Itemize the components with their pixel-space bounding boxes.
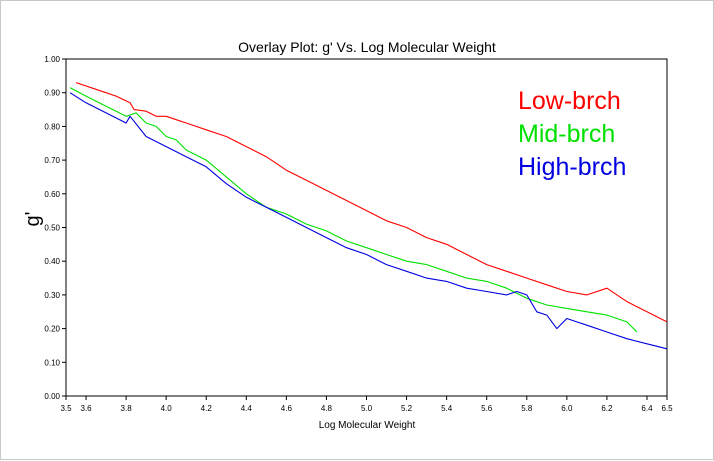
y-tick-label: 0.70 <box>44 156 60 165</box>
y-axis-label: g' <box>22 212 44 227</box>
x-tick-label: 5.2 <box>401 404 413 413</box>
y-tick-label: 0.10 <box>44 358 60 367</box>
x-tick-label: 4.2 <box>201 404 213 413</box>
x-tick-label: 4.6 <box>281 404 293 413</box>
y-tick-label: 0.40 <box>44 257 60 266</box>
legend-entry-high-brch: High-brch <box>518 153 626 181</box>
y-tick-label: 0.90 <box>44 89 60 98</box>
x-tick-label: 5.6 <box>481 404 493 413</box>
x-tick-label: 5.0 <box>361 404 373 413</box>
x-tick-label: 6.4 <box>641 404 653 413</box>
y-tick-label: 1.00 <box>44 55 60 64</box>
x-tick-label: 4.4 <box>241 404 253 413</box>
y-tick-label: 0.30 <box>44 291 60 300</box>
legend: Low-brch Mid-brch High-brch <box>518 87 626 181</box>
axis-ticks: 3.5 3.6 3.8 4.0 4.2 4.4 4.6 4.8 5.0 5.2 5.4 5.6 5.8 6… <box>44 55 673 413</box>
x-tick-label: 5.8 <box>521 404 533 413</box>
series-line-high-brch <box>69 92 668 350</box>
series-lines <box>69 82 668 350</box>
series-line-mid-brch <box>69 87 638 333</box>
chart-title: Overlay Plot: g' Vs. Log Molecular Weigh… <box>238 39 496 55</box>
x-tick-label: 4.0 <box>161 404 173 413</box>
x-tick-label: 4.8 <box>321 404 333 413</box>
x-tick-label: 3.5 <box>60 404 72 413</box>
x-axis-label: Log Molecular Weight <box>319 420 416 431</box>
legend-entry-low-brch: Low-brch <box>518 87 621 115</box>
x-tick-label: 5.4 <box>441 404 453 413</box>
x-tick-label: 3.8 <box>121 404 133 413</box>
x-tick-label: 6.5 <box>661 404 673 413</box>
legend-entry-mid-brch: Mid-brch <box>518 120 615 148</box>
x-tick-label: 6.0 <box>561 404 573 413</box>
y-tick-label: 0.60 <box>44 190 60 199</box>
y-tick-label: 0.50 <box>44 224 60 233</box>
y-tick-label: 0.80 <box>44 122 60 131</box>
y-tick-label: 0.00 <box>44 392 60 401</box>
y-tick-label: 0.20 <box>44 325 60 334</box>
series-line-low-brch <box>75 82 668 323</box>
x-tick-label: 3.6 <box>80 404 92 413</box>
x-tick-label: 6.2 <box>601 404 613 413</box>
